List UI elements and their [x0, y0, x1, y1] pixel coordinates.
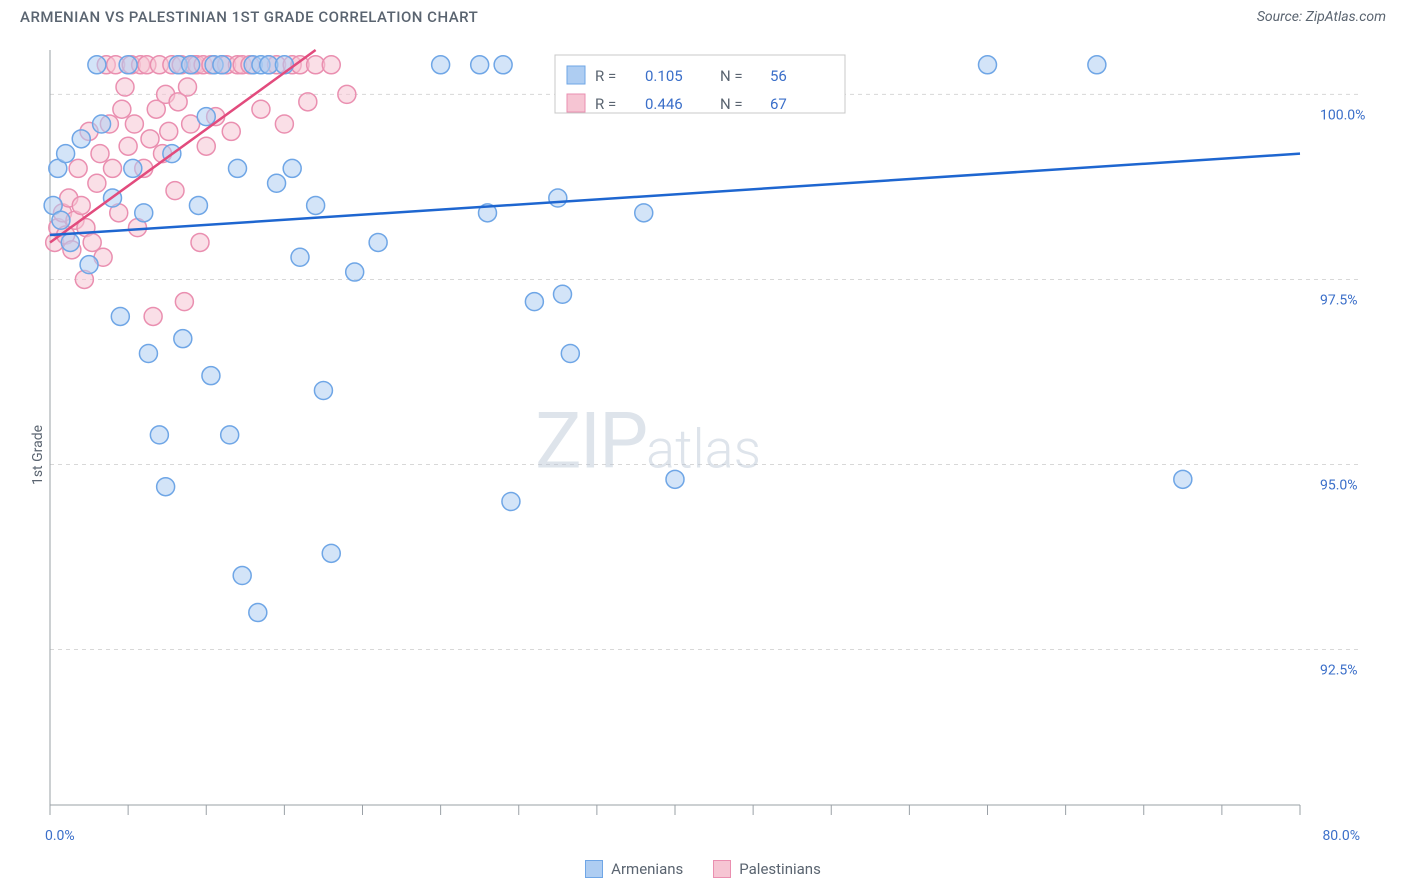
armenians-point: [61, 233, 79, 251]
armenians-point: [157, 478, 175, 496]
y-tick-label: 92.5%: [1320, 663, 1358, 679]
palestinians-point: [299, 93, 317, 111]
palestinians-point: [119, 137, 137, 155]
stats-n-value: 67: [770, 95, 787, 113]
palestinians-point: [88, 174, 106, 192]
x-min-label: 0.0%: [45, 828, 75, 844]
armenians-point: [52, 211, 70, 229]
armenians-point: [111, 307, 129, 325]
armenians-point: [1088, 56, 1106, 74]
armenians-point: [554, 285, 572, 303]
palestinians-point: [72, 196, 90, 214]
armenians-point: [502, 493, 520, 511]
palestinians-point: [116, 78, 134, 96]
stats-r-label: R =: [595, 95, 616, 113]
armenians-point: [1174, 470, 1192, 488]
stats-swatch: [567, 94, 585, 112]
palestinians-point: [252, 100, 270, 118]
stats-n-label: N =: [720, 95, 743, 113]
y-tick-label: 97.5%: [1320, 292, 1358, 308]
armenians-point: [666, 470, 684, 488]
armenians-point: [635, 204, 653, 222]
legend-item-palestinians: Palestinians: [713, 860, 821, 878]
legend-swatch: [585, 860, 603, 878]
armenians-point: [221, 426, 239, 444]
armenians-point: [72, 130, 90, 148]
armenians-point: [229, 159, 247, 177]
y-axis-label: 1st Grade: [30, 425, 46, 485]
watermark: ZIPatlas: [535, 397, 761, 488]
palestinians-point: [104, 159, 122, 177]
stats-r-label: R =: [595, 67, 616, 85]
armenians-point: [119, 56, 137, 74]
armenians-point: [268, 174, 286, 192]
stats-swatch: [567, 66, 585, 84]
armenians-point: [80, 256, 98, 274]
bottom-legend: Armenians Palestinians: [0, 860, 1406, 878]
armenians-point: [291, 248, 309, 266]
armenians-point: [322, 544, 340, 562]
legend-label: Armenians: [611, 860, 683, 878]
legend-swatch: [713, 860, 731, 878]
palestinians-point: [141, 130, 159, 148]
palestinians-point: [222, 122, 240, 140]
palestinians-point: [338, 85, 356, 103]
palestinians-point: [179, 78, 197, 96]
armenians-point: [213, 56, 231, 74]
armenians-point: [525, 293, 543, 311]
armenians-point: [197, 108, 215, 126]
armenians-point: [471, 56, 489, 74]
palestinians-point: [322, 56, 340, 74]
armenians-point: [233, 567, 251, 585]
armenians-point: [124, 159, 142, 177]
armenians-point: [189, 196, 207, 214]
y-tick-label: 95.0%: [1320, 478, 1358, 494]
armenians-point: [549, 189, 567, 207]
palestinians-point: [166, 182, 184, 200]
palestinians-point: [91, 145, 109, 163]
stats-n-value: 56: [770, 67, 787, 85]
palestinians-point: [197, 137, 215, 155]
armenians-point: [88, 56, 106, 74]
palestinians-point: [144, 307, 162, 325]
armenians-point: [174, 330, 192, 348]
armenians-point: [93, 115, 111, 133]
scatter-chart: 92.5% 95.0% 97.5% 100.0% 0.0% 80.0% ZIPatlas R …: [0, 30, 1406, 880]
armenians-point: [182, 56, 200, 74]
armenians-point: [139, 344, 157, 362]
armenians-point: [202, 367, 220, 385]
armenians-point: [135, 204, 153, 222]
chart-title: ARMENIAN VS PALESTINIAN 1ST GRADE CORREL…: [20, 8, 478, 26]
armenians-point: [307, 196, 325, 214]
palestinians-point: [160, 122, 178, 140]
stats-r-value: 0.446: [645, 95, 683, 113]
stats-r-value: 0.105: [645, 67, 683, 85]
armenians-point: [494, 56, 512, 74]
palestinians-point: [125, 115, 143, 133]
y-tick-label: 100.0%: [1320, 107, 1365, 123]
armenians-point: [150, 426, 168, 444]
chart-source: Source: ZipAtlas.com: [1257, 9, 1386, 25]
palestinians-point: [69, 159, 87, 177]
armenians-point: [314, 381, 332, 399]
armenians-point: [346, 263, 364, 281]
legend-label: Palestinians: [739, 860, 821, 878]
armenians-point: [432, 56, 450, 74]
x-max-label: 80.0%: [1322, 828, 1360, 844]
palestinians-point: [113, 100, 131, 118]
stats-n-label: N =: [720, 67, 743, 85]
legend-item-armenians: Armenians: [585, 860, 683, 878]
armenians-point: [979, 56, 997, 74]
armenians-point: [57, 145, 75, 163]
palestinians-point: [175, 293, 193, 311]
armenians-point: [283, 159, 301, 177]
armenians-point: [249, 604, 267, 622]
palestinians-point: [275, 115, 293, 133]
armenians-point: [561, 344, 579, 362]
palestinians-point: [191, 233, 209, 251]
armenians-point: [369, 233, 387, 251]
